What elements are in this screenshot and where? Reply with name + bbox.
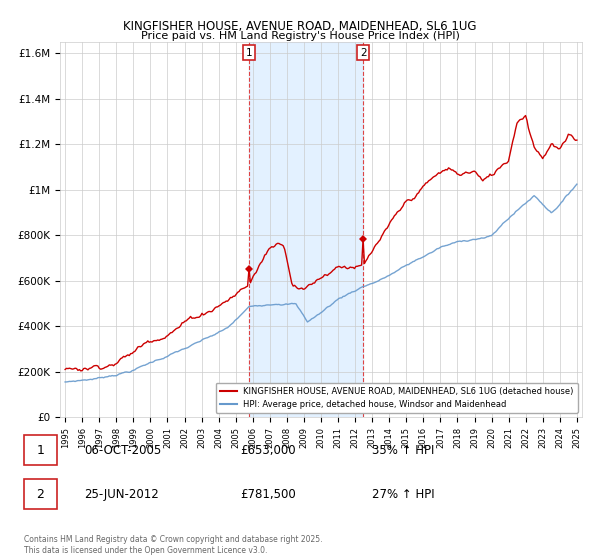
Text: 25-JUN-2012: 25-JUN-2012 [84,488,159,501]
Text: 1: 1 [37,444,44,457]
Text: Price paid vs. HM Land Registry's House Price Index (HPI): Price paid vs. HM Land Registry's House … [140,31,460,41]
Text: 2: 2 [37,488,44,501]
Text: 2: 2 [360,48,367,58]
FancyBboxPatch shape [24,435,57,465]
Legend: KINGFISHER HOUSE, AVENUE ROAD, MAIDENHEAD, SL6 1UG (detached house), HPI: Averag: KINGFISHER HOUSE, AVENUE ROAD, MAIDENHEA… [216,382,578,413]
Text: 27% ↑ HPI: 27% ↑ HPI [372,488,434,501]
Text: £653,000: £653,000 [240,444,296,457]
Text: 1: 1 [245,48,252,58]
Text: 35% ↑ HPI: 35% ↑ HPI [372,444,434,457]
FancyBboxPatch shape [24,479,57,509]
Text: KINGFISHER HOUSE, AVENUE ROAD, MAIDENHEAD, SL6 1UG: KINGFISHER HOUSE, AVENUE ROAD, MAIDENHEA… [123,20,477,32]
Text: £781,500: £781,500 [240,488,296,501]
Bar [249,42,364,417]
Text: 06-OCT-2005: 06-OCT-2005 [84,444,161,457]
Text: Contains HM Land Registry data © Crown copyright and database right 2025.
This d: Contains HM Land Registry data © Crown c… [24,535,323,554]
